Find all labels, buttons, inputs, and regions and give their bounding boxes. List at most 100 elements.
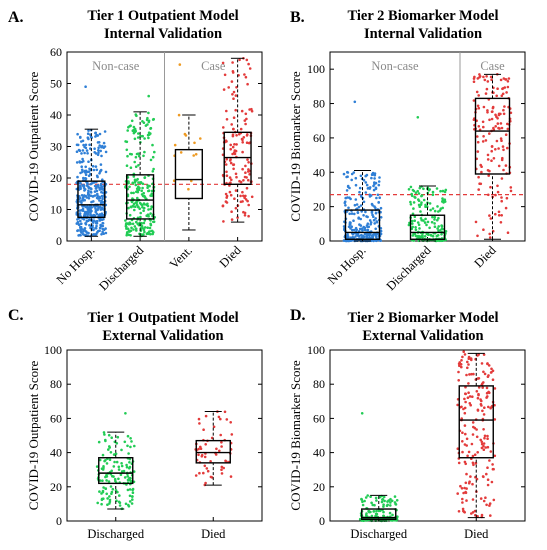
data-point bbox=[364, 210, 367, 214]
data-point bbox=[482, 413, 486, 416]
data-point bbox=[431, 190, 435, 194]
data-point bbox=[225, 174, 229, 177]
panel-c: C. Tier 1 Outpatient Model External Valida… bbox=[8, 307, 263, 541]
data-point bbox=[485, 75, 488, 78]
data-point bbox=[137, 154, 141, 158]
data-point bbox=[482, 428, 485, 431]
data-point bbox=[92, 205, 96, 208]
data-point bbox=[128, 185, 131, 189]
data-point bbox=[443, 190, 447, 194]
data-point bbox=[482, 448, 486, 452]
data-point bbox=[120, 464, 124, 468]
data-point bbox=[105, 462, 109, 465]
y-tick-label: 40 bbox=[50, 446, 62, 460]
data-point bbox=[247, 168, 250, 171]
y-tick-label: 50 bbox=[50, 77, 62, 91]
x-tick-label: Discharged bbox=[384, 243, 435, 294]
data-point bbox=[131, 487, 135, 491]
data-point bbox=[497, 210, 501, 214]
data-point bbox=[429, 233, 433, 237]
data-point bbox=[224, 163, 228, 166]
points-vent- bbox=[172, 63, 202, 191]
data-point bbox=[117, 500, 121, 504]
data-point bbox=[391, 513, 394, 517]
data-point bbox=[133, 137, 137, 141]
data-point bbox=[365, 215, 368, 218]
y-tick-label: 80 bbox=[313, 377, 325, 391]
data-point bbox=[117, 477, 120, 481]
data-point bbox=[393, 495, 397, 498]
data-point bbox=[230, 210, 233, 213]
data-point bbox=[394, 502, 397, 506]
data-point bbox=[482, 75, 485, 79]
data-point bbox=[429, 208, 432, 212]
data-point bbox=[382, 514, 385, 518]
data-point bbox=[103, 459, 106, 463]
data-point bbox=[496, 190, 500, 194]
box bbox=[77, 180, 106, 219]
data-point bbox=[469, 475, 472, 478]
data-point bbox=[106, 497, 109, 500]
data-point bbox=[96, 197, 100, 200]
data-point bbox=[485, 386, 489, 390]
data-point bbox=[364, 191, 368, 194]
data-point bbox=[470, 372, 473, 376]
data-point bbox=[142, 221, 146, 225]
data-point bbox=[471, 498, 475, 501]
data-point bbox=[125, 225, 128, 229]
data-point bbox=[87, 129, 90, 132]
data-point bbox=[490, 480, 494, 484]
data-point bbox=[138, 207, 141, 210]
y-tick-label: 40 bbox=[50, 108, 62, 122]
data-point bbox=[94, 209, 98, 213]
data-point bbox=[475, 90, 479, 94]
y-tick-label: 20 bbox=[50, 171, 62, 185]
box bbox=[458, 385, 494, 459]
data-point bbox=[428, 226, 431, 230]
data-point bbox=[140, 203, 144, 207]
data-point bbox=[487, 174, 491, 177]
data-point bbox=[219, 433, 222, 437]
data-point bbox=[431, 234, 435, 238]
data-point bbox=[103, 433, 106, 436]
data-point bbox=[128, 213, 132, 217]
data-point bbox=[433, 222, 436, 225]
data-point bbox=[411, 234, 415, 237]
data-point bbox=[228, 190, 232, 194]
data-point bbox=[89, 182, 92, 186]
data-point bbox=[471, 461, 475, 465]
data-point bbox=[147, 208, 150, 211]
data-point bbox=[353, 203, 357, 207]
data-point bbox=[476, 377, 480, 380]
data-point bbox=[76, 132, 79, 136]
data-point bbox=[225, 170, 228, 174]
data-point bbox=[100, 185, 103, 188]
data-point bbox=[198, 422, 201, 425]
data-point bbox=[493, 418, 497, 421]
data-point bbox=[458, 361, 462, 364]
data-point bbox=[501, 145, 505, 148]
data-point bbox=[129, 445, 132, 449]
data-point bbox=[491, 463, 494, 466]
data-point bbox=[132, 131, 136, 135]
data-point bbox=[357, 234, 361, 238]
chart-title-line: Tier 2 Biomarker Model bbox=[347, 8, 498, 24]
data-point bbox=[81, 233, 85, 236]
data-point bbox=[77, 234, 80, 237]
data-point bbox=[147, 214, 150, 217]
data-point bbox=[483, 78, 487, 82]
x-tick-label: Discharged bbox=[87, 527, 144, 541]
data-point bbox=[100, 233, 103, 236]
data-point bbox=[484, 92, 488, 95]
data-point bbox=[420, 201, 423, 204]
data-point bbox=[382, 510, 385, 514]
data-point bbox=[482, 353, 486, 356]
data-point bbox=[462, 491, 465, 495]
data-point bbox=[128, 488, 132, 491]
data-point bbox=[204, 443, 207, 446]
data-point bbox=[379, 509, 382, 513]
data-point bbox=[485, 472, 488, 476]
data-point bbox=[79, 229, 82, 232]
data-point bbox=[76, 175, 79, 179]
